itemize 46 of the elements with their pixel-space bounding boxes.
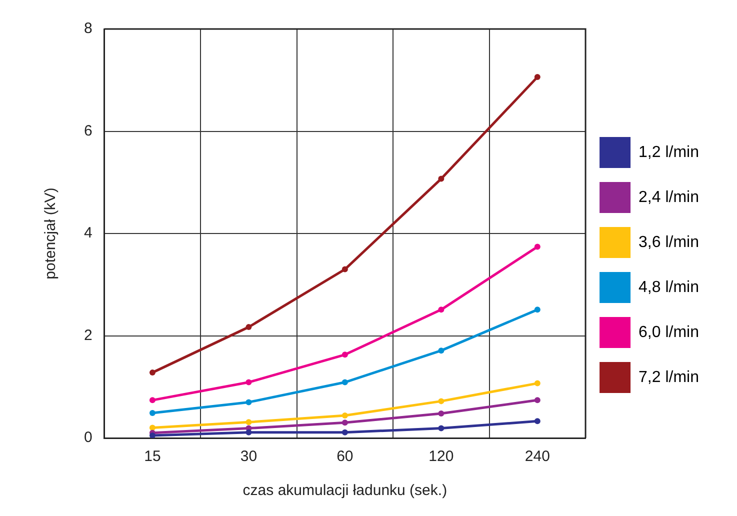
point (246, 399, 252, 406)
point (534, 306, 540, 313)
point (438, 176, 444, 182)
point (534, 244, 540, 250)
point (438, 348, 444, 354)
point (438, 398, 444, 404)
y-tick-label: 6 (84, 122, 92, 140)
x-axis-title: czas akumulacji ładunku (sek.) (242, 482, 448, 500)
point (438, 306, 444, 313)
point (438, 425, 444, 432)
legend-label: 1,2 l/min (638, 144, 699, 161)
y-tick-label: 0 (84, 429, 92, 446)
x-tick-label: 240 (524, 448, 550, 466)
point (342, 379, 348, 386)
x-tick-label: 15 (144, 448, 161, 466)
legend-label: 7,2 l/min (638, 368, 699, 386)
point (246, 429, 252, 436)
x-tick-label: 120 (428, 448, 454, 466)
point (534, 397, 540, 404)
point (246, 419, 252, 426)
point (149, 424, 156, 431)
point (342, 412, 348, 419)
legend-label: 4,8 l/min (638, 278, 699, 296)
y-axis-title: potencjał (kV) (42, 188, 60, 280)
y-tick-label: 2 (84, 326, 92, 344)
point (342, 420, 348, 426)
y-tick-label: 4 (84, 224, 92, 242)
point (534, 74, 540, 80)
point (438, 410, 444, 416)
point (342, 429, 348, 436)
point (149, 410, 156, 416)
point (149, 397, 156, 404)
legend-label: 2,4 l/min (638, 188, 699, 206)
point (534, 380, 540, 386)
point (149, 432, 156, 438)
point (342, 266, 348, 272)
point (246, 324, 252, 330)
point (342, 352, 348, 358)
x-tick-label: 30 (240, 448, 258, 466)
legend-label: 3,6 l/min (638, 234, 699, 251)
point (246, 379, 252, 386)
legend-label: 6,0 l/min (638, 324, 699, 341)
point (149, 370, 156, 376)
point (534, 418, 540, 424)
x-tick-label: 60 (336, 448, 354, 466)
y-tick-label: 8 (84, 20, 92, 38)
